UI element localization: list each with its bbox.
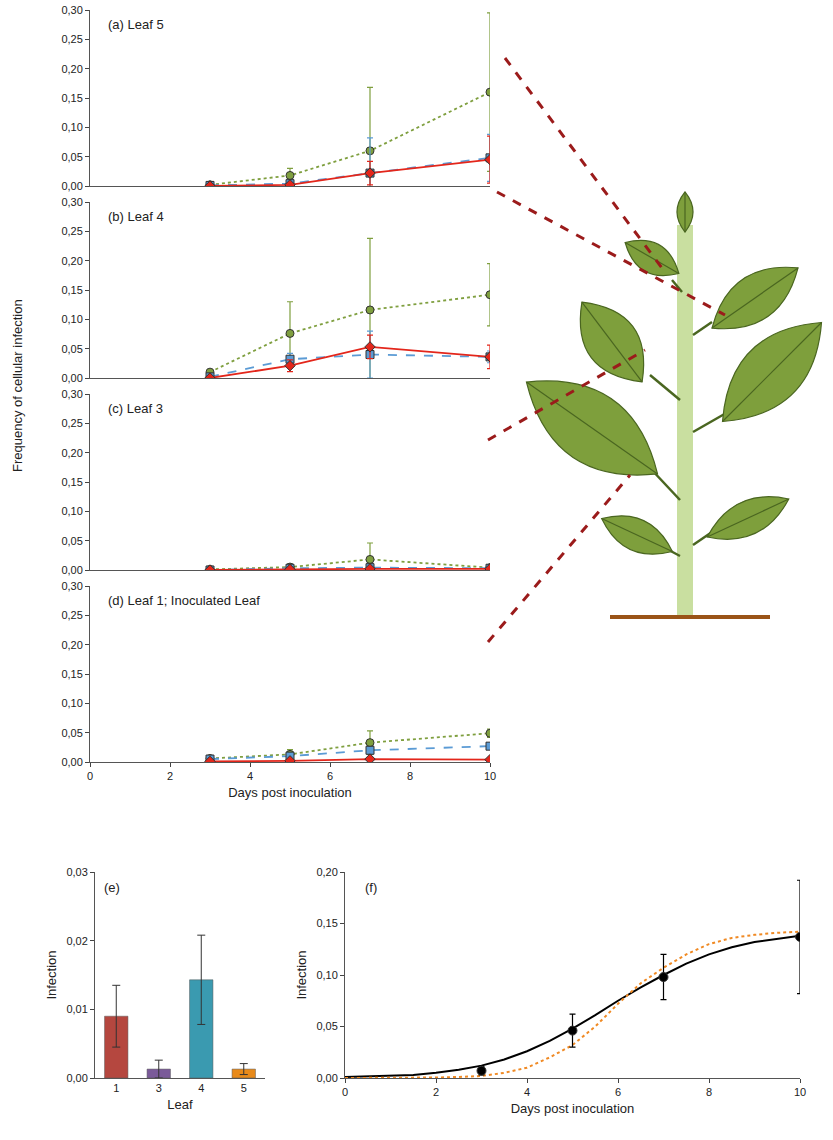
svg-text:1: 1 [113,1082,119,1094]
svg-text:Days post inoculation: Days post inoculation [228,785,352,800]
svg-text:Days post inoculation: Days post inoculation [511,1101,635,1116]
svg-text:(f): (f) [365,880,377,895]
svg-text:(c) Leaf 3: (c) Leaf 3 [108,401,163,416]
svg-text:8: 8 [706,1086,712,1098]
svg-text:0,00: 0,00 [61,756,82,768]
svg-text:0,15: 0,15 [316,917,337,929]
svg-text:3: 3 [156,1082,162,1094]
svg-text:4: 4 [198,1082,204,1094]
svg-text:10: 10 [794,1086,806,1098]
svg-text:0,25: 0,25 [61,33,82,45]
svg-text:0,10: 0,10 [61,505,82,517]
svg-text:6: 6 [615,1086,621,1098]
svg-text:0,20: 0,20 [316,866,337,878]
svg-text:0: 0 [342,1086,348,1098]
svg-text:0,00: 0,00 [61,564,82,576]
svg-text:Frequency of cellular infectio: Frequency of cellular infection [10,299,25,472]
svg-text:0,00: 0,00 [61,372,82,384]
svg-text:6: 6 [327,770,333,782]
svg-text:0,10: 0,10 [61,121,82,133]
svg-text:0,25: 0,25 [61,609,82,621]
svg-text:2: 2 [433,1086,439,1098]
svg-text:0,15: 0,15 [61,284,82,296]
svg-text:Infection: Infection [294,950,309,999]
svg-text:0,05: 0,05 [61,535,82,547]
svg-text:5: 5 [241,1082,247,1094]
svg-text:0,02: 0,02 [66,935,87,947]
svg-text:0,05: 0,05 [61,727,82,739]
svg-text:0,00: 0,00 [61,180,82,192]
svg-text:0,05: 0,05 [61,151,82,163]
svg-text:Infection: Infection [44,950,59,999]
svg-text:0,20: 0,20 [61,255,82,267]
svg-text:0: 0 [87,770,93,782]
svg-text:0,15: 0,15 [61,92,82,104]
svg-text:(d) Leaf 1; Inoculated Leaf: (d) Leaf 1; Inoculated Leaf [108,593,260,608]
svg-text:0,20: 0,20 [61,63,82,75]
svg-text:0,01: 0,01 [66,1003,87,1015]
svg-text:8: 8 [407,770,413,782]
svg-text:0,00: 0,00 [66,1072,87,1084]
svg-text:0,15: 0,15 [61,668,82,680]
svg-text:0,03: 0,03 [66,866,87,878]
svg-text:4: 4 [247,770,253,782]
svg-text:Leaf: Leaf [167,1097,193,1112]
svg-text:(b) Leaf 4: (b) Leaf 4 [108,209,164,224]
svg-text:2: 2 [167,770,173,782]
svg-text:0,30: 0,30 [61,196,82,208]
svg-text:0,30: 0,30 [61,4,82,16]
svg-text:10: 10 [484,770,496,782]
svg-text:0,30: 0,30 [61,388,82,400]
svg-text:0,10: 0,10 [61,697,82,709]
svg-text:0,05: 0,05 [316,1020,337,1032]
svg-text:(a) Leaf 5: (a) Leaf 5 [108,17,164,32]
svg-text:0,30: 0,30 [61,580,82,592]
svg-text:0,20: 0,20 [61,447,82,459]
svg-text:(e): (e) [104,880,120,895]
svg-text:0,15: 0,15 [61,476,82,488]
svg-text:0,25: 0,25 [61,225,82,237]
svg-text:0,00: 0,00 [316,1072,337,1084]
svg-text:0,10: 0,10 [316,969,337,981]
svg-text:0,25: 0,25 [61,417,82,429]
svg-text:4: 4 [524,1086,530,1098]
svg-text:0,10: 0,10 [61,313,82,325]
svg-text:0,20: 0,20 [61,639,82,651]
svg-text:0,05: 0,05 [61,343,82,355]
